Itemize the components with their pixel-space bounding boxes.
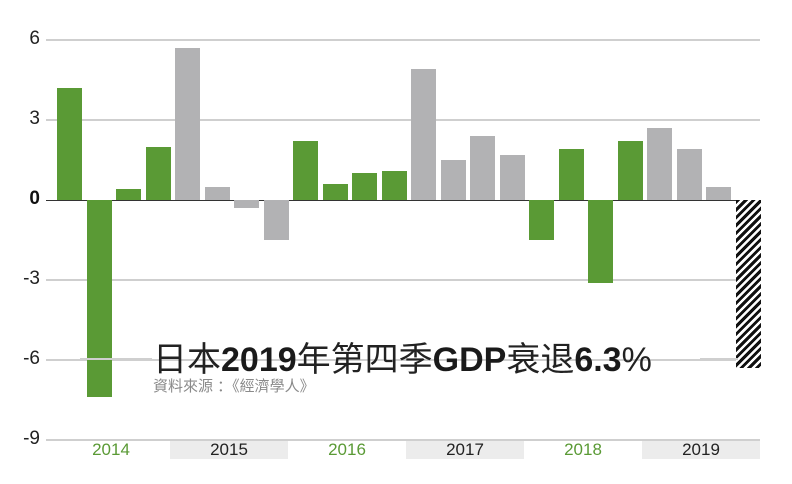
chart-title: 日本2019年第四季GDP衰退6.3% [153, 332, 652, 381]
year-label-2019: 2019 [642, 441, 760, 459]
bar-2017Q3 [470, 135, 495, 200]
title-part: 年第四季 [296, 341, 433, 379]
title-part: GDP [432, 341, 507, 379]
gridline [46, 359, 760, 362]
bar-2016Q4 [381, 170, 407, 200]
bar-2019Q3 [706, 186, 731, 200]
y-tick-label: 3 [29, 107, 40, 129]
year-label-2014: 2014 [92, 440, 130, 459]
gridline [46, 118, 760, 121]
title-part: 2019 [221, 341, 297, 379]
title-part: 日本 [153, 341, 221, 379]
bar-2018Q1 [529, 200, 554, 240]
title-connector-right [700, 358, 738, 360]
y-tick-label: -6 [23, 348, 40, 370]
bar-2016Q2 [322, 183, 348, 200]
year-label-2017: 2017 [406, 441, 524, 459]
bar-2016Q1 [293, 141, 318, 200]
gridline [46, 279, 760, 281]
bar-2015Q1 [175, 47, 200, 200]
gridline [46, 38, 760, 41]
bar-2014Q2 [86, 200, 112, 398]
gridline [46, 439, 760, 442]
year-label-2018: 2018 [564, 440, 602, 459]
bar-2014Q3 [116, 189, 141, 200]
chart-source: 資料來源 ：《經濟學人》 [153, 378, 315, 395]
bar-2018Q3 [588, 200, 613, 283]
bar-2017Q2 [440, 159, 466, 200]
bar-2018Q2 [558, 149, 584, 200]
title-part: % [621, 341, 652, 379]
bar-2015Q4 [263, 200, 289, 240]
year-label-2015: 2015 [170, 441, 288, 459]
y-tick-label: -9 [23, 428, 40, 450]
title-part: 衰退 [506, 341, 575, 379]
y-tick-label: 0 [29, 188, 40, 209]
zero-line [46, 200, 760, 201]
bar-2019Q4 [735, 200, 761, 369]
title-connector-left [80, 358, 152, 360]
y-tick-label: 6 [29, 27, 40, 49]
bar-2014Q4 [145, 146, 171, 200]
bar-2019Q1 [647, 127, 672, 200]
y-tick-label: -3 [23, 268, 40, 289]
bar-2015Q3 [234, 200, 259, 208]
bar-2018Q4 [617, 141, 643, 200]
bar-2017Q4 [499, 154, 525, 200]
bar-2019Q2 [676, 149, 702, 200]
bar-2015Q2 [204, 186, 230, 200]
bar-2017Q1 [411, 69, 436, 200]
bar-2014Q1 [57, 87, 82, 200]
year-label-2016: 2016 [328, 440, 366, 459]
title-part: 6.3 [574, 341, 622, 379]
bar-2016Q3 [352, 173, 377, 200]
